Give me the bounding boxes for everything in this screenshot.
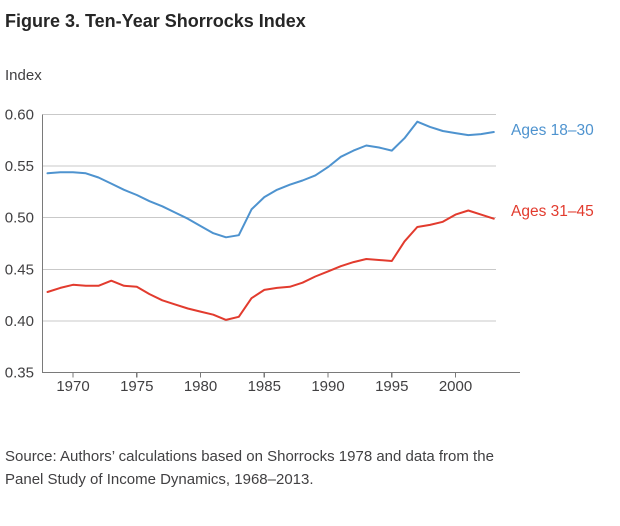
x-tick-label: 1970 <box>56 378 89 395</box>
x-tick-label: 1980 <box>184 378 217 395</box>
source-note-line2: Panel Study of Income Dynamics, 1968–201… <box>5 471 314 488</box>
line-chart: 1970 1975 1980 1985 1990 1995 2000 0.35 0.40 0.45… <box>5 107 520 395</box>
y-tick-label: 0.45 <box>5 261 34 278</box>
y-tick-label: 0.50 <box>5 210 34 227</box>
y-tick-label: 0.60 <box>5 107 34 124</box>
series-line-ages-18-30 <box>46 120 495 239</box>
y-tick-label: 0.35 <box>5 365 34 382</box>
source-note-line1: Source: Authors’ calculations based on S… <box>5 448 494 465</box>
y-tick-label: 0.40 <box>5 313 34 330</box>
x-tick-label: 1975 <box>120 378 153 395</box>
y-tick-label: 0.55 <box>5 158 34 175</box>
x-tick-label: 1990 <box>311 378 344 395</box>
x-tick-label: 1985 <box>248 378 281 395</box>
figure-title: Figure 3. Ten-Year Shorrocks Index <box>5 11 306 31</box>
series-line-ages-31-45 <box>46 209 495 321</box>
series-label-ages-31-45: Ages 31–45 <box>511 203 594 220</box>
source-note: Source: Authors’ calculations based on S… <box>5 445 494 491</box>
x-tick-label: 1995 <box>375 378 408 395</box>
y-axis-label: Index <box>5 67 42 84</box>
x-tick-label: 2000 <box>439 378 472 395</box>
series-label-ages-18-30: Ages 18–30 <box>511 122 594 139</box>
